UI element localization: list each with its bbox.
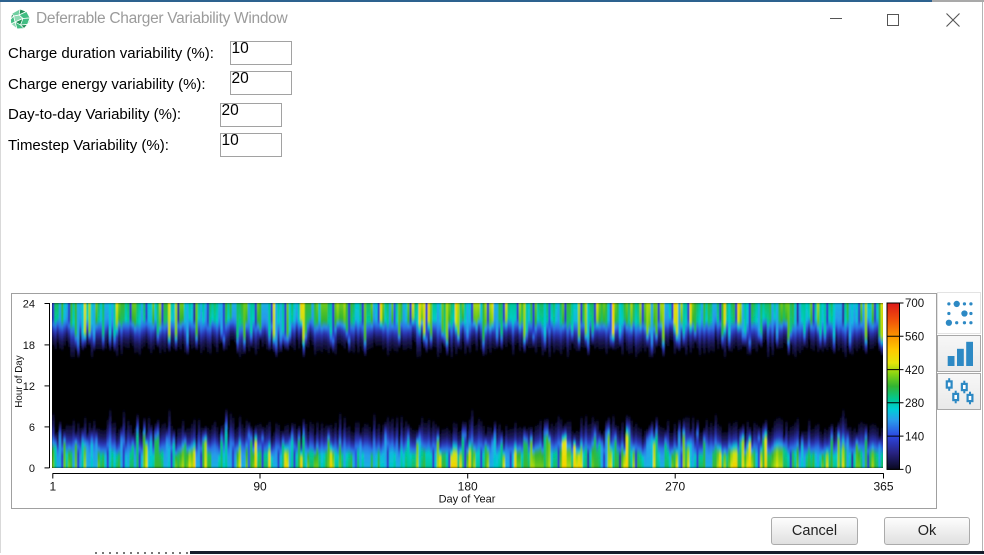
svg-text:280: 280 — [905, 398, 924, 410]
svg-text:140: 140 — [905, 431, 924, 443]
svg-text:0: 0 — [29, 463, 35, 475]
svg-text:12: 12 — [23, 381, 35, 393]
svg-text:700: 700 — [905, 298, 924, 310]
svg-text:18: 18 — [23, 340, 35, 352]
svg-text:6: 6 — [29, 422, 35, 434]
svg-text:420: 420 — [905, 365, 924, 377]
svg-text:270: 270 — [665, 480, 685, 494]
svg-text:90: 90 — [253, 480, 267, 494]
svg-text:1: 1 — [49, 480, 56, 494]
svg-text:0: 0 — [905, 465, 911, 477]
svg-text:Hour of Day: Hour of Day — [14, 355, 25, 407]
svg-text:24: 24 — [23, 299, 35, 311]
svg-text:365: 365 — [873, 480, 893, 494]
svg-text:560: 560 — [905, 332, 924, 344]
svg-text:Day of Year: Day of Year — [439, 494, 496, 506]
svg-text:180: 180 — [458, 480, 478, 494]
